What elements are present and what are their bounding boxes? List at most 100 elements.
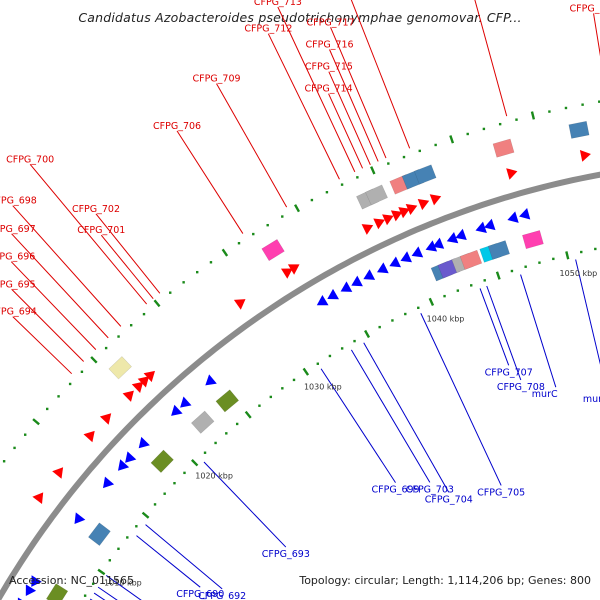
reverse-gene-label: CFPG_699	[372, 485, 420, 496]
reverse-gene-label: CFPG_690	[176, 589, 224, 600]
reverse-cog-box	[46, 583, 69, 600]
forward-leader-line	[12, 205, 122, 327]
minor-tick	[434, 143, 437, 147]
reverse-gene-label: murC	[532, 389, 558, 400]
major-tick	[221, 248, 229, 257]
minor-tick	[126, 536, 129, 539]
forward-gene-arrow	[398, 207, 410, 219]
forward-gene-arrow	[137, 376, 150, 388]
reverse-gene-arrow	[377, 262, 389, 274]
scale-tick-label: 1010 kbp	[104, 578, 142, 587]
forward-gene-arrow	[382, 214, 394, 226]
reverse-gene-arrow	[455, 228, 467, 240]
minor-tick	[598, 100, 600, 103]
forward-cog-box	[108, 356, 132, 380]
major-tick	[302, 367, 310, 376]
minor-tick	[328, 354, 332, 358]
reverse-leader-line	[136, 535, 201, 588]
minor-tick	[13, 446, 16, 450]
forward-leader-line	[328, 93, 364, 169]
reverse-leader-line	[479, 288, 510, 366]
minor-tick	[402, 155, 406, 159]
forward-leader-line	[10, 261, 97, 350]
minor-tick	[117, 335, 120, 338]
forward-gene-label: CFPG_729	[570, 3, 600, 14]
reverse-leader-line	[486, 285, 522, 381]
reverse-gene-label: CFPG_704	[425, 494, 473, 505]
minor-tick	[594, 247, 597, 251]
reverse-gene-arrow	[475, 221, 487, 233]
minor-tick	[456, 289, 460, 292]
major-tick	[90, 356, 98, 364]
minor-tick	[310, 198, 314, 202]
forward-gene-arrow	[99, 413, 112, 425]
reverse-gene-label: CFPG_703	[406, 484, 454, 495]
minor-tick	[269, 395, 273, 399]
reverse-gene-arrow	[446, 232, 459, 244]
reverse-gene-arrow	[340, 281, 353, 292]
reverse-gene-arrow	[25, 584, 37, 596]
minor-tick	[252, 232, 255, 236]
minor-tick	[203, 451, 207, 454]
reverse-gene-arrow	[432, 237, 445, 249]
minor-tick	[225, 432, 228, 435]
scale-tick-label: 1030 kbp	[304, 383, 342, 392]
major-tick	[244, 410, 252, 419]
minor-tick	[564, 106, 568, 110]
forward-gene-arrow	[429, 194, 442, 206]
forward-gene-arrow	[287, 264, 300, 275]
minor-tick	[2, 460, 6, 463]
minor-tick	[548, 110, 551, 113]
minor-tick	[169, 291, 172, 294]
major-tick	[294, 204, 301, 213]
forward-gene-label: CFPG_709	[192, 74, 240, 85]
major-tick	[428, 297, 435, 306]
minor-tick	[316, 362, 320, 365]
forward-leader-line	[11, 233, 109, 339]
major-tick	[530, 111, 536, 120]
reverse-gene-arrow	[519, 208, 531, 220]
minor-tick	[510, 269, 514, 273]
minor-tick	[57, 395, 60, 398]
forward-gene-arrow	[361, 224, 374, 235]
major-tick	[495, 271, 501, 280]
minor-tick	[340, 183, 344, 186]
minor-tick	[482, 127, 486, 131]
minor-tick	[46, 407, 49, 411]
forward-gene-label: CFPG_712	[244, 24, 292, 35]
minor-tick	[237, 242, 241, 245]
major-tick	[141, 511, 150, 519]
reverse-gene-label: CFPG_707	[485, 367, 533, 378]
forward-leader-line	[328, 71, 371, 166]
minor-tick	[196, 270, 199, 274]
minor-tick	[470, 284, 473, 287]
major-tick	[364, 329, 371, 339]
reverse-cog-box	[459, 249, 483, 270]
gene-features	[17, 120, 591, 600]
forward-leader-line	[216, 83, 288, 208]
reverse-cog-box	[522, 230, 544, 250]
minor-tick	[142, 312, 146, 316]
forward-gene-label: CFPG_698	[0, 196, 37, 207]
forward-gene-arrow	[131, 381, 144, 393]
forward-gene-label: CFPG_696	[0, 252, 35, 263]
forward-gene-label: CFPG_701	[77, 225, 125, 236]
forward-leader-line	[100, 234, 154, 299]
minor-tick	[68, 382, 72, 386]
reverse-gene-arrow	[507, 211, 519, 223]
forward-cog-box	[261, 239, 285, 262]
reverse-gene-arrow	[31, 575, 42, 587]
forward-gene-arrow	[579, 150, 591, 162]
forward-leader-line	[330, 27, 387, 159]
forward-gene-label: CFPG_715	[305, 62, 353, 73]
forward-leader-line	[329, 49, 379, 162]
forward-leader-line	[593, 13, 600, 57]
reverse-gene-label: CFPG_705	[477, 487, 525, 498]
minor-tick	[129, 324, 133, 327]
forward-leader-line	[277, 6, 356, 173]
minor-tick	[163, 492, 166, 495]
reverse-gene-arrow	[17, 597, 23, 600]
